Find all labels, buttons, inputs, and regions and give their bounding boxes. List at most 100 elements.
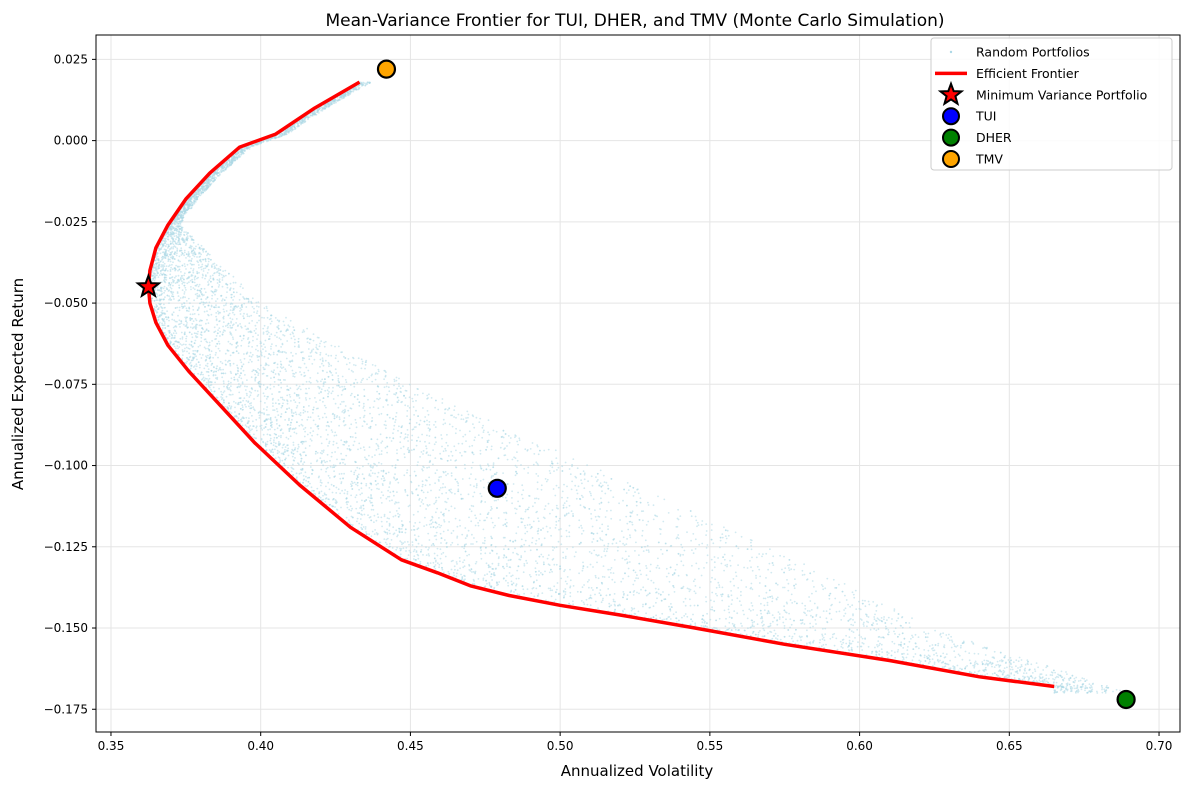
random-portfolio-point [312, 406, 315, 409]
random-portfolio-point [190, 288, 192, 291]
random-portfolio-point [420, 549, 423, 551]
random-portfolio-point [487, 481, 490, 484]
random-portfolio-point [351, 484, 353, 487]
random-portfolio-point [441, 398, 444, 400]
random-portfolio-point [432, 449, 434, 451]
random-portfolio-point [619, 540, 621, 543]
random-portfolio-point [518, 439, 521, 442]
random-portfolio-point [447, 455, 450, 457]
random-portfolio-point [761, 620, 764, 622]
random-portfolio-point [171, 318, 174, 321]
random-portfolio-point [467, 493, 470, 496]
random-portfolio-point [327, 424, 330, 427]
random-portfolio-point [380, 491, 383, 493]
random-portfolio-point [267, 326, 269, 328]
random-portfolio-point [719, 539, 722, 542]
random-portfolio-point [608, 576, 610, 578]
random-portfolio-point [471, 533, 473, 536]
random-portfolio-point [380, 412, 383, 415]
random-portfolio-point [217, 369, 220, 372]
random-portfolio-point [695, 562, 698, 565]
random-portfolio-point [1037, 666, 1039, 669]
random-portfolio-point [426, 410, 429, 412]
random-portfolio-point [457, 543, 459, 546]
random-portfolio-point [329, 459, 331, 462]
random-portfolio-point [600, 497, 602, 500]
random-portfolio-point [211, 297, 213, 300]
random-portfolio-point [184, 265, 186, 268]
random-portfolio-point [438, 517, 440, 519]
random-portfolio-point [408, 383, 411, 386]
random-portfolio-point [278, 451, 281, 453]
random-portfolio-point [771, 600, 774, 603]
random-portfolio-point [578, 519, 581, 522]
random-portfolio-point [306, 411, 309, 413]
random-portfolio-point [276, 319, 279, 322]
random-portfolio-point [605, 481, 608, 484]
random-portfolio-point [325, 406, 327, 409]
random-portfolio-point [469, 484, 472, 486]
random-portfolio-point [368, 376, 371, 379]
random-portfolio-point [1088, 683, 1091, 686]
random-portfolio-point [594, 509, 596, 512]
random-portfolio-point [356, 466, 359, 469]
random-portfolio-point [299, 414, 302, 417]
random-portfolio-point [396, 534, 399, 536]
random-portfolio-point [487, 419, 490, 422]
random-portfolio-point [436, 562, 439, 565]
random-portfolio-point [185, 289, 187, 291]
random-portfolio-point [375, 483, 378, 486]
random-portfolio-point [162, 261, 165, 264]
random-portfolio-point [878, 650, 881, 653]
random-portfolio-point [589, 563, 592, 566]
random-portfolio-point [171, 278, 174, 281]
random-portfolio-point [350, 515, 353, 518]
random-portfolio-point [345, 363, 348, 366]
random-portfolio-point [411, 544, 414, 546]
random-portfolio-point [547, 448, 550, 451]
random-portfolio-point [631, 523, 634, 526]
random-portfolio-point [721, 599, 724, 602]
random-portfolio-point [342, 461, 344, 464]
random-portfolio-point [562, 590, 565, 592]
random-portfolio-point [729, 559, 731, 562]
random-portfolio-point [302, 475, 305, 477]
random-portfolio-point [690, 515, 693, 518]
random-portfolio-point [856, 645, 859, 648]
random-portfolio-point [259, 425, 262, 427]
random-portfolio-point [179, 260, 181, 263]
random-portfolio-point [434, 568, 437, 570]
random-portfolio-point [386, 393, 389, 396]
random-portfolio-point [320, 390, 322, 393]
random-portfolio-point [610, 604, 612, 607]
random-portfolio-point [248, 148, 251, 150]
random-portfolio-point [413, 548, 416, 551]
random-portfolio-point [274, 442, 277, 445]
random-portfolio-point [464, 451, 467, 453]
random-portfolio-point [733, 610, 736, 612]
random-portfolio-point [645, 594, 648, 597]
random-portfolio-point [483, 542, 486, 545]
random-portfolio-point [207, 379, 210, 382]
random-portfolio-point [249, 429, 252, 432]
random-portfolio-point [457, 488, 460, 491]
random-portfolio-point [849, 643, 851, 645]
random-portfolio-point [225, 167, 228, 170]
random-portfolio-point [274, 373, 277, 375]
random-portfolio-point [657, 557, 659, 560]
random-portfolio-point [681, 616, 683, 619]
random-portfolio-point [309, 377, 312, 379]
random-portfolio-point [716, 594, 718, 597]
random-portfolio-point [249, 411, 252, 414]
random-portfolio-point [459, 525, 461, 527]
random-portfolio-point [555, 504, 558, 507]
random-portfolio-point [227, 359, 230, 362]
random-portfolio-point [157, 259, 160, 262]
random-portfolio-point [1052, 678, 1054, 680]
random-portfolio-point [297, 443, 300, 446]
random-portfolio-point [339, 403, 342, 406]
random-portfolio-point [565, 535, 568, 538]
random-portfolio-point [239, 293, 242, 296]
random-portfolio-point [375, 449, 378, 451]
random-portfolio-point [1021, 678, 1024, 681]
